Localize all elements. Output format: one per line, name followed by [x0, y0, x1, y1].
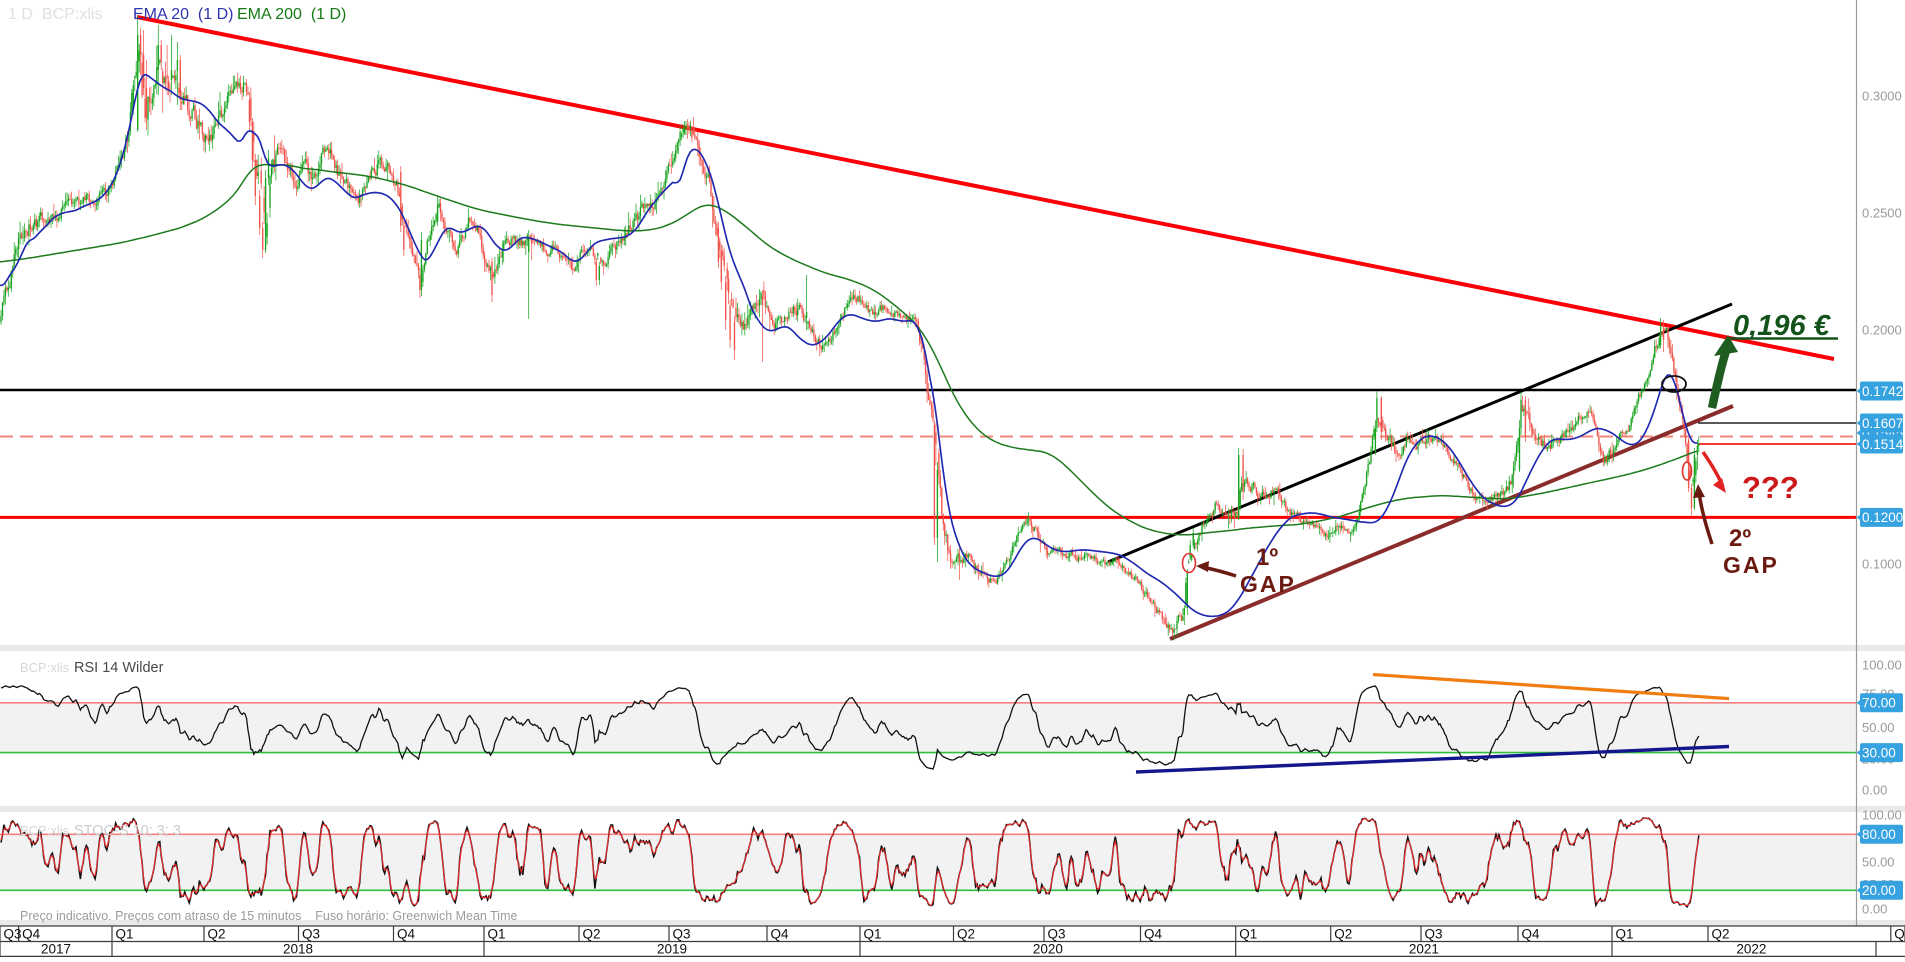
svg-text:0.2000: 0.2000 — [1862, 323, 1902, 338]
svg-text:2022: 2022 — [1736, 942, 1766, 957]
svg-text:Q3: Q3 — [1894, 927, 1905, 942]
svg-text:Q3: Q3 — [673, 927, 691, 942]
svg-text:???: ??? — [1742, 470, 1799, 505]
svg-text:0.1514: 0.1514 — [1862, 437, 1904, 452]
svg-text:Q3: Q3 — [4, 927, 22, 942]
svg-text:Q1: Q1 — [116, 927, 134, 942]
svg-text:50.00: 50.00 — [1862, 720, 1895, 735]
svg-text:EMA 20 (1 D): EMA 20 (1 D) — [133, 6, 233, 23]
svg-text:20.00: 20.00 — [1862, 883, 1896, 898]
svg-text:Q4: Q4 — [397, 927, 416, 942]
svg-text:Q3: Q3 — [1425, 927, 1443, 942]
svg-text:Q4: Q4 — [1144, 927, 1163, 942]
svg-text:0.1742: 0.1742 — [1862, 384, 1903, 399]
svg-text:Q1: Q1 — [1239, 927, 1257, 942]
svg-text:Q2: Q2 — [1334, 927, 1352, 942]
svg-text:2020: 2020 — [1033, 942, 1063, 957]
svg-text:0.1200: 0.1200 — [1862, 510, 1903, 525]
svg-text:GAP: GAP — [1240, 571, 1296, 597]
svg-text:2017: 2017 — [41, 942, 71, 957]
svg-text:0.3000: 0.3000 — [1862, 89, 1902, 104]
svg-text:Q4: Q4 — [1522, 927, 1541, 942]
svg-text:2019: 2019 — [657, 942, 687, 957]
svg-text:BCP:xlis: BCP:xlis — [20, 660, 70, 675]
svg-text:0.00: 0.00 — [1862, 902, 1887, 917]
svg-text:1 D: 1 D — [8, 6, 33, 23]
svg-text:Preço indicativo. Preços com a: Preço indicativo. Preços com atraso de 1… — [20, 909, 517, 923]
svg-text:2º: 2º — [1729, 525, 1751, 552]
svg-text:RSI 14 Wilder: RSI 14 Wilder — [74, 660, 164, 676]
svg-text:0.2500: 0.2500 — [1862, 206, 1902, 221]
svg-text:Q1: Q1 — [1616, 927, 1634, 942]
svg-text:0.1000: 0.1000 — [1862, 557, 1902, 572]
svg-text:Q4: Q4 — [22, 927, 41, 942]
svg-text:BCP:xlis: BCP:xlis — [20, 823, 70, 838]
svg-text:1º: 1º — [1256, 544, 1278, 571]
svg-text:0.1607: 0.1607 — [1862, 416, 1903, 431]
svg-text:Q2: Q2 — [1712, 927, 1730, 942]
svg-text:Q1: Q1 — [864, 927, 882, 942]
svg-text:Q4: Q4 — [771, 927, 790, 942]
svg-text:STOC-S 10; 3; 3: STOC-S 10; 3; 3 — [74, 823, 181, 839]
svg-text:2018: 2018 — [283, 942, 313, 957]
svg-text:GAP: GAP — [1723, 552, 1779, 578]
svg-text:2021: 2021 — [1409, 942, 1439, 957]
svg-text:50.00: 50.00 — [1862, 855, 1895, 870]
svg-text:0.00: 0.00 — [1862, 783, 1887, 798]
svg-text:Q2: Q2 — [208, 927, 226, 942]
svg-text:80.00: 80.00 — [1862, 827, 1896, 842]
svg-text:70.00: 70.00 — [1862, 696, 1896, 711]
svg-text:BCP:xlis: BCP:xlis — [42, 6, 102, 23]
svg-text:Q2: Q2 — [583, 927, 601, 942]
svg-text:Q3: Q3 — [1048, 927, 1066, 942]
svg-text:Q1: Q1 — [488, 927, 506, 942]
svg-text:Q2: Q2 — [957, 927, 975, 942]
svg-text:100.00: 100.00 — [1862, 808, 1902, 823]
svg-text:0,196 €: 0,196 € — [1733, 310, 1832, 342]
svg-text:Q3: Q3 — [302, 927, 320, 942]
svg-text:EMA 200 (1 D): EMA 200 (1 D) — [237, 6, 346, 23]
svg-text:30.00: 30.00 — [1862, 745, 1896, 760]
svg-text:100.00: 100.00 — [1862, 658, 1902, 673]
